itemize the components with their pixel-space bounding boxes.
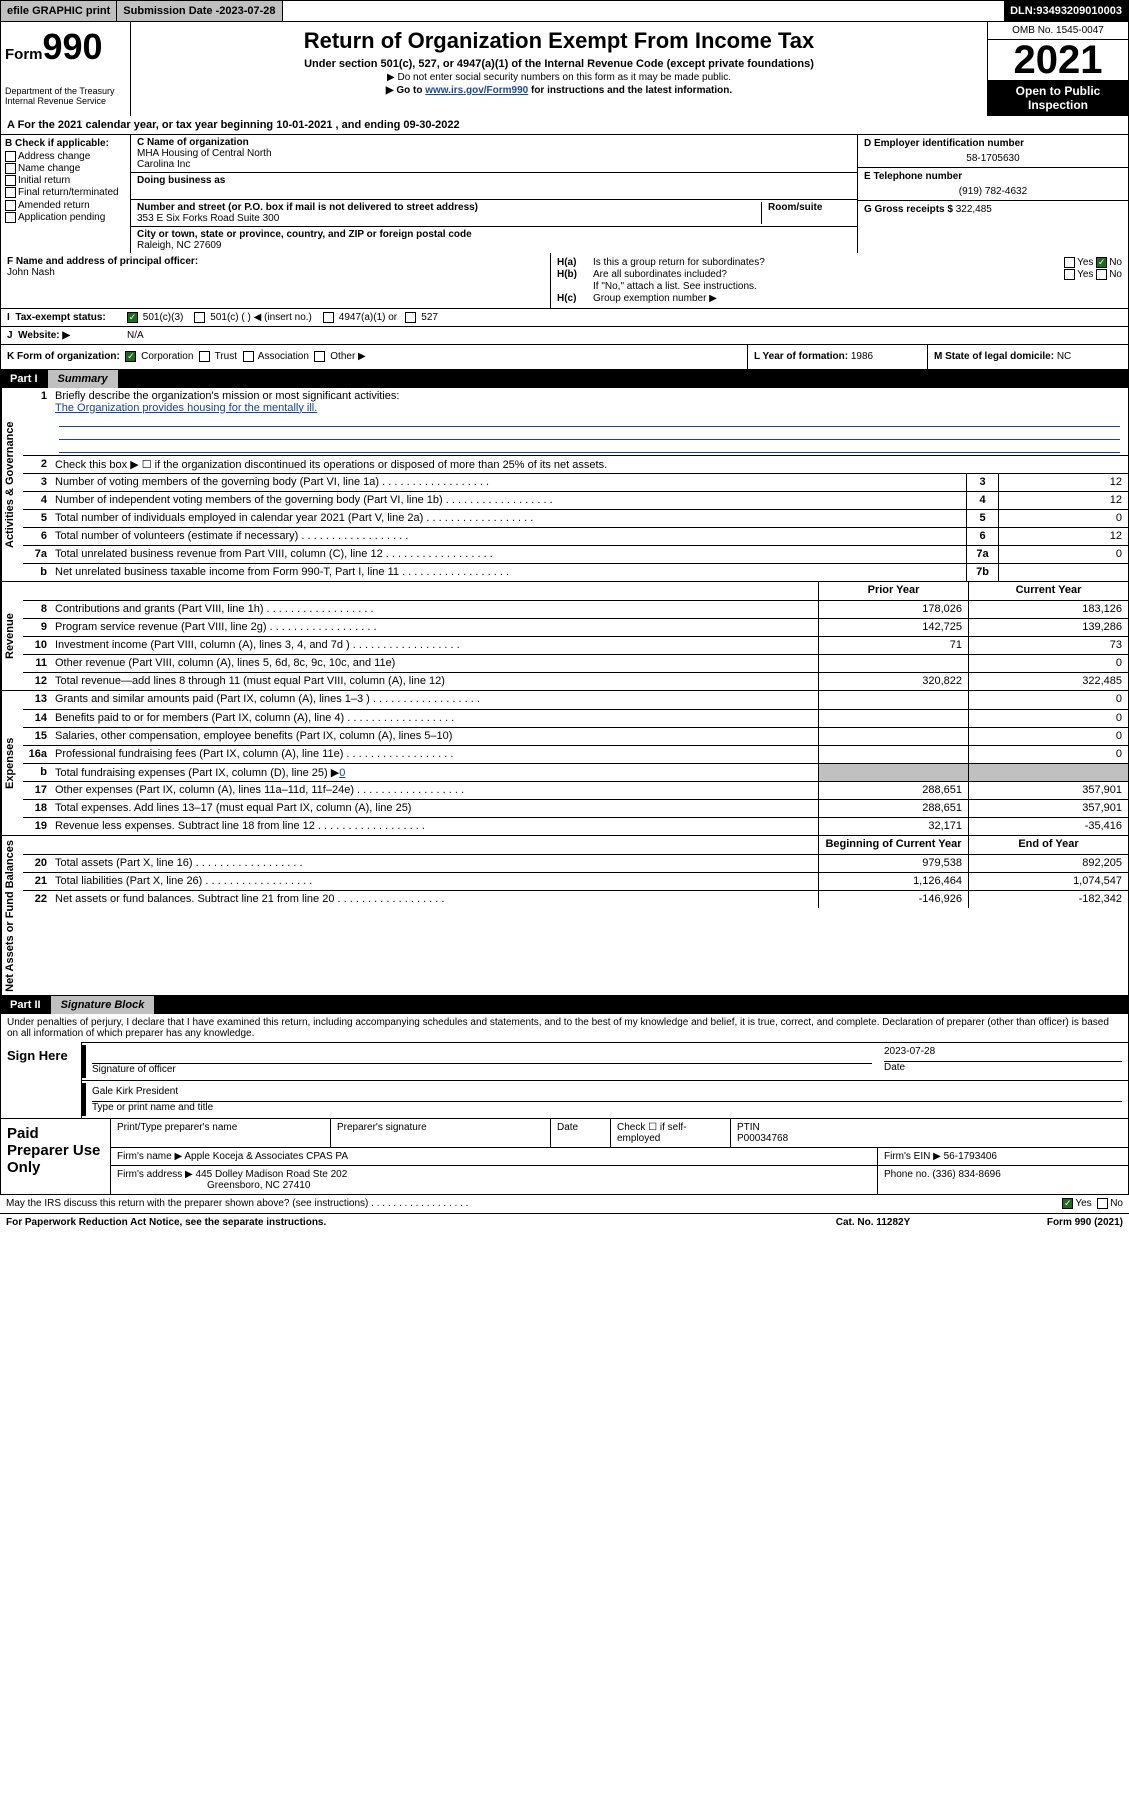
part2-header: Part II Signature Block bbox=[0, 996, 1129, 1014]
firm-name: Apple Koceja & Associates CPAS PA bbox=[184, 1151, 348, 1162]
irs-link[interactable]: www.irs.gov/Form990 bbox=[425, 85, 528, 96]
website-row: J Website: ▶ N/A bbox=[0, 327, 1129, 345]
firm-phone: (336) 834-8696 bbox=[932, 1169, 1000, 1180]
footer: For Paperwork Reduction Act Notice, see … bbox=[0, 1214, 1129, 1231]
tax-exempt-status: I Tax-exempt status: ✓ 501(c)(3) 501(c) … bbox=[0, 309, 1129, 327]
form-title: Return of Organization Exempt From Incom… bbox=[139, 28, 979, 54]
phone: (919) 782-4632 bbox=[864, 186, 1122, 197]
street-address: 353 E Six Forks Road Suite 300 bbox=[137, 213, 761, 224]
ssn-warning: ▶ Do not enter social security numbers o… bbox=[139, 72, 979, 83]
principal-officer: John Nash bbox=[7, 267, 55, 278]
paid-preparer: Paid Preparer Use Only Print/Type prepar… bbox=[0, 1119, 1129, 1195]
summary-expenses: Expenses 13Grants and similar amounts pa… bbox=[0, 691, 1129, 836]
dln: DLN: 93493209010003 bbox=[1004, 1, 1128, 21]
efile-print-button[interactable]: efile GRAPHIC print bbox=[1, 1, 117, 21]
city-state-zip: Raleigh, NC 27609 bbox=[137, 240, 851, 251]
ein: 58-1705630 bbox=[864, 153, 1122, 164]
summary-governance: Activities & Governance 1Briefly describ… bbox=[0, 388, 1129, 582]
gross-receipts: 322,485 bbox=[956, 204, 992, 215]
firm-ein: 56-1793406 bbox=[944, 1151, 997, 1162]
form-of-org-row: K Form of organization: ✓ Corporation Tr… bbox=[0, 345, 1129, 369]
block-bcd: B Check if applicable: Address change Na… bbox=[0, 135, 1129, 253]
firm-addr: 445 Dolley Madison Road Ste 202 bbox=[196, 1169, 348, 1180]
form-number: Form990 bbox=[5, 26, 126, 68]
discuss-row: May the IRS discuss this return with the… bbox=[0, 1195, 1129, 1213]
form-subtitle: Under section 501(c), 527, or 4947(a)(1)… bbox=[139, 58, 979, 70]
org-name: MHA Housing of Central NorthCarolina Inc bbox=[137, 148, 851, 170]
summary-revenue: Revenue Prior YearCurrent Year 8Contribu… bbox=[0, 582, 1129, 691]
signature-block: Under penalties of perjury, I declare th… bbox=[0, 1014, 1129, 1119]
block-fh: F Name and address of principal officer:… bbox=[0, 253, 1129, 309]
submission-date: Submission Date - 2023-07-28 bbox=[117, 1, 282, 21]
form-header: Form990 Department of the Treasury Inter… bbox=[0, 22, 1129, 116]
block-d: D Employer identification number58-17056… bbox=[858, 135, 1128, 253]
instructions-link-row: ▶ Go to www.irs.gov/Form990 for instruct… bbox=[139, 85, 979, 96]
tax-year: 2021 bbox=[988, 40, 1128, 80]
sig-date: 2023-07-28 bbox=[884, 1046, 1122, 1062]
topbar: efile GRAPHIC print Submission Date - 20… bbox=[0, 0, 1129, 22]
summary-netassets: Net Assets or Fund Balances Beginning of… bbox=[0, 836, 1129, 997]
dept-treasury: Department of the Treasury Internal Reve… bbox=[5, 86, 126, 106]
open-inspection: Open to Public Inspection bbox=[988, 80, 1128, 116]
block-b-checkboxes: B Check if applicable: Address change Na… bbox=[1, 135, 131, 253]
part1-header: Part I Summary bbox=[0, 370, 1129, 388]
officer-name-title: Gale Kirk President bbox=[92, 1086, 1122, 1102]
ptin: P00034768 bbox=[737, 1133, 788, 1144]
tax-year-range: A For the 2021 calendar year, or tax yea… bbox=[0, 116, 1129, 135]
block-c: C Name of organization MHA Housing of Ce… bbox=[131, 135, 858, 253]
